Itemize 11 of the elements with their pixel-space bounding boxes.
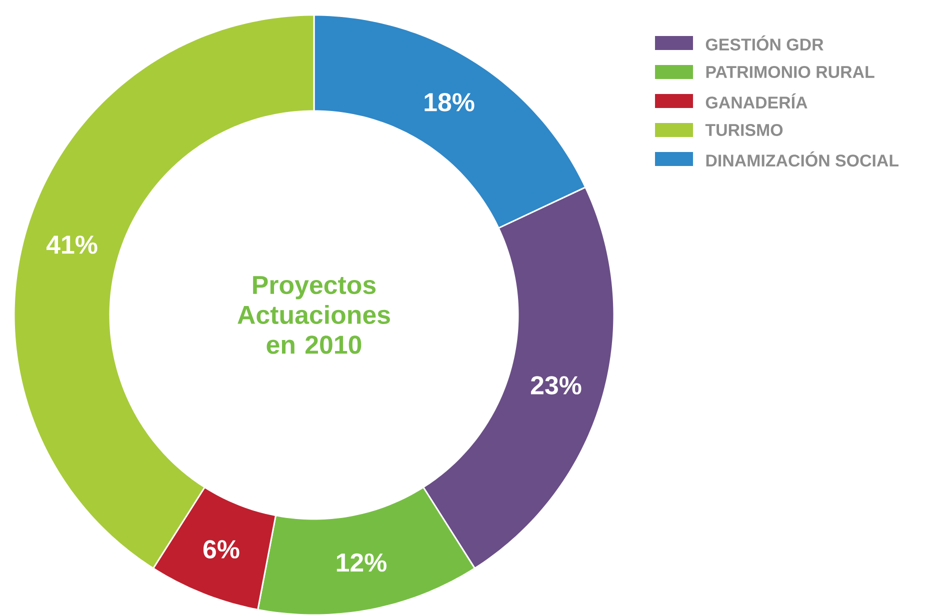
data-label: 12% [336,553,386,572]
legend-label: GESTIÓN GDR [706,35,824,51]
data-label: 41% [46,236,98,254]
data-label: 23% [530,376,582,394]
legend-label: TURISMO [705,124,783,136]
data-label: 6% [203,540,240,558]
data-label: 18% [424,93,474,112]
legend-label: PATRIMONIO RURAL [706,66,874,78]
legend-label: DINAMIZACIÓN SOCIAL [706,151,898,167]
text: Proyectos Actuaciones en 2010 [238,276,390,354]
legend-label: GANADERÍA [706,93,808,109]
